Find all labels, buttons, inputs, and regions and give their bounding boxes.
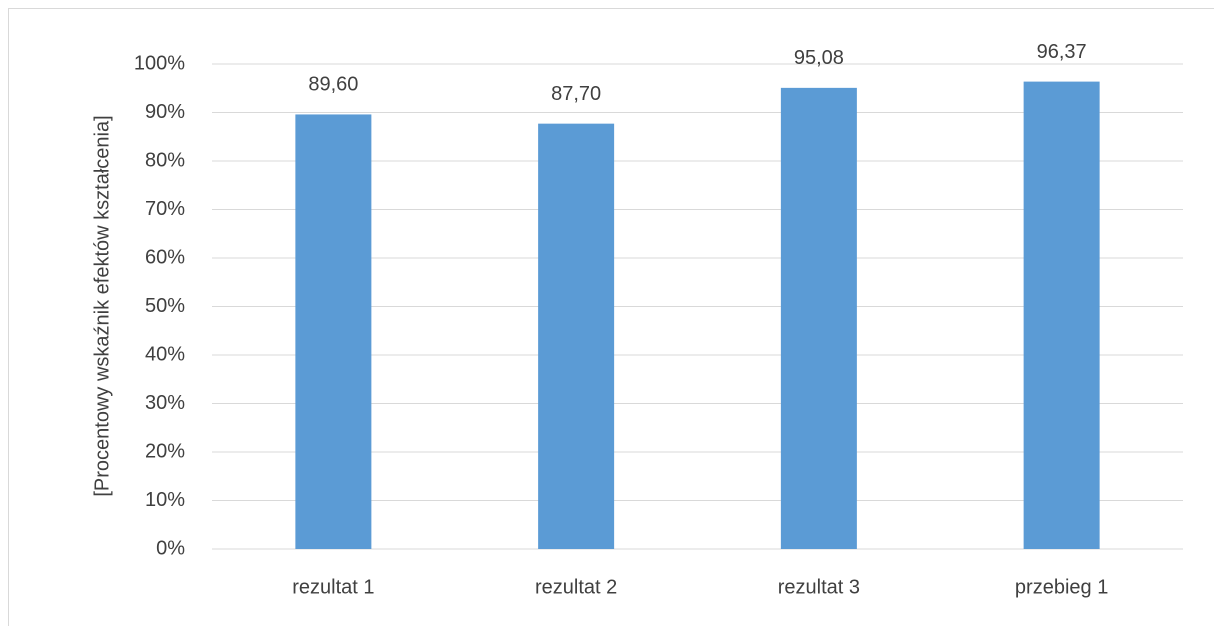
bar	[1024, 82, 1100, 549]
y-axis-label: [Procentowy wskaźnik efektów kształcenia…	[91, 115, 113, 496]
x-tick-label: przebieg 1	[1015, 576, 1108, 598]
y-tick-label: 70%	[145, 198, 185, 220]
y-tick-label: 90%	[145, 101, 185, 123]
value-label: 87,70	[551, 83, 601, 105]
y-tick-label: 80%	[145, 149, 185, 171]
bar	[781, 88, 857, 549]
y-tick-label: 10%	[145, 489, 185, 511]
y-tick-label: 0%	[156, 537, 185, 559]
y-tick-label: 20%	[145, 440, 185, 462]
x-tick-label: rezultat 3	[778, 576, 860, 598]
y-tick-label: 100%	[134, 52, 185, 74]
bar	[295, 114, 371, 549]
value-label: 96,37	[1037, 41, 1087, 63]
y-tick-label: 60%	[145, 246, 185, 268]
y-tick-label: 30%	[145, 392, 185, 414]
y-tick-label: 40%	[145, 343, 185, 365]
x-tick-label: rezultat 1	[292, 576, 374, 598]
y-tick-label: 50%	[145, 295, 185, 317]
bar	[538, 124, 614, 549]
value-label: 95,08	[794, 47, 844, 69]
x-tick-label: rezultat 2	[535, 576, 617, 598]
value-label: 89,60	[308, 74, 358, 96]
